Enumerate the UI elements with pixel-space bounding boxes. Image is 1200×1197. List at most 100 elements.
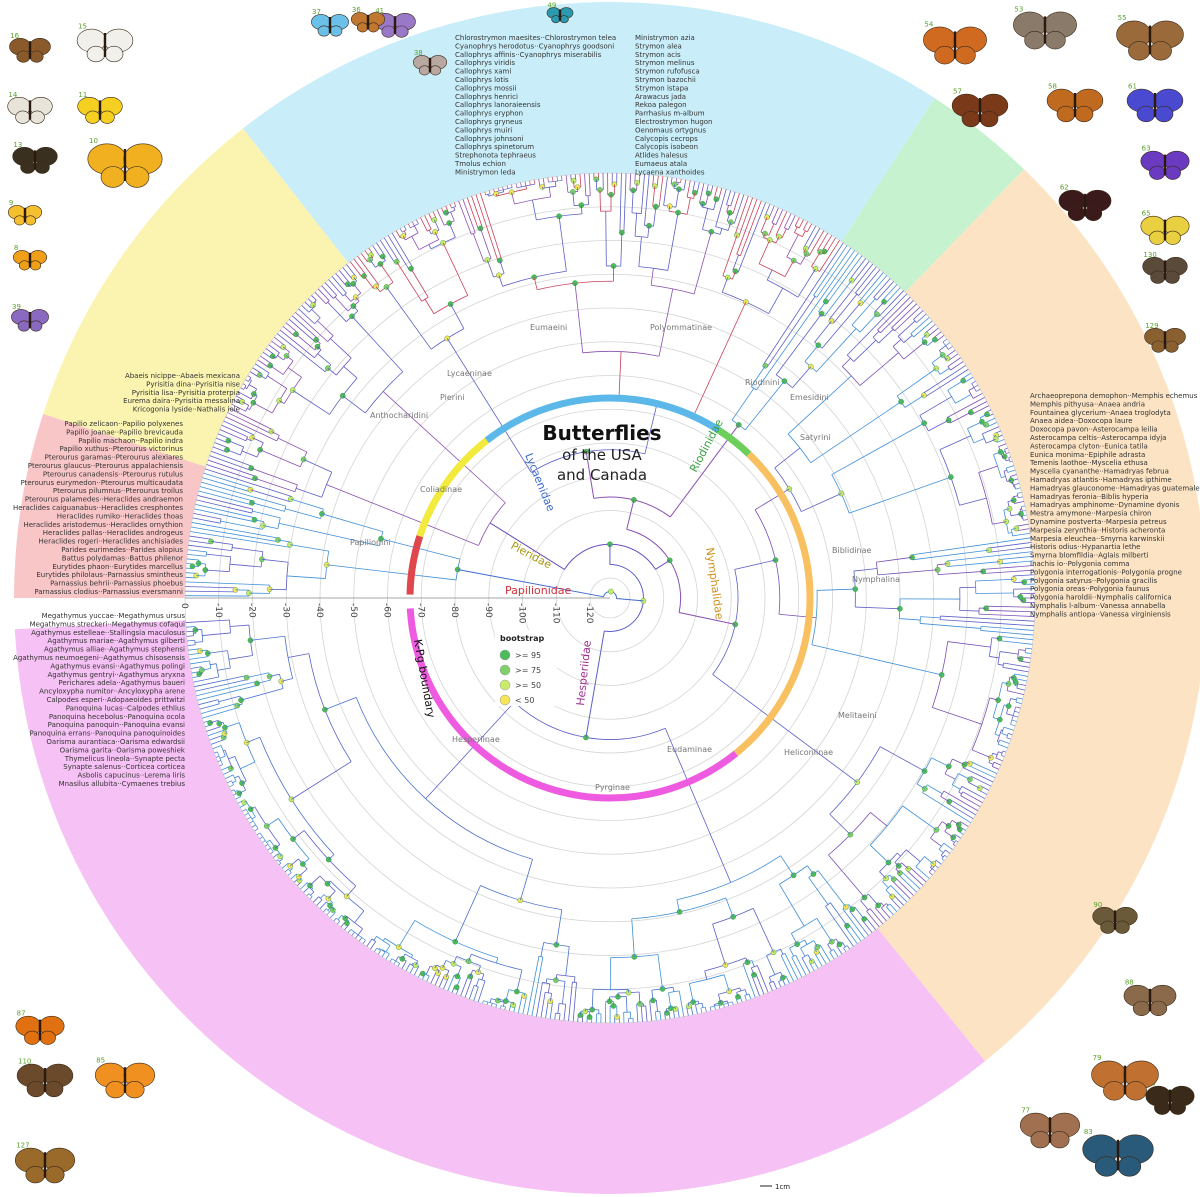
branch <box>948 346 953 350</box>
branch <box>251 467 298 486</box>
branch <box>217 699 220 705</box>
butterfly-body <box>558 9 562 21</box>
branch <box>813 245 848 296</box>
butterfly-body <box>1043 16 1047 44</box>
species-label: Calycopis cecrops <box>635 135 698 143</box>
branch <box>540 942 545 957</box>
branch <box>256 832 261 836</box>
branch <box>327 335 334 342</box>
branch <box>561 175 563 181</box>
branch <box>619 173 622 233</box>
branch <box>967 421 983 430</box>
photo-number: 83 <box>1084 1128 1093 1136</box>
branch <box>380 263 394 283</box>
branch <box>808 877 829 905</box>
branch <box>649 1000 653 1021</box>
branch <box>464 977 473 998</box>
branch <box>902 805 937 831</box>
species-label: Polygonia haroldii··Nymphalis californic… <box>1030 594 1172 602</box>
branch <box>259 836 263 840</box>
branch <box>822 251 825 254</box>
photo-number: 55 <box>1118 14 1127 22</box>
butterfly-body <box>1163 260 1167 280</box>
branch <box>876 281 894 301</box>
branch <box>599 189 601 212</box>
branch <box>952 784 961 790</box>
branch <box>468 954 472 962</box>
branch <box>992 752 998 756</box>
branch <box>292 830 305 840</box>
branch <box>983 424 987 427</box>
branch <box>504 1006 506 1010</box>
branch <box>266 839 271 843</box>
branch <box>1000 560 1034 565</box>
branch <box>718 994 722 1003</box>
branch <box>676 855 781 901</box>
branch <box>899 618 921 621</box>
branch <box>198 490 252 506</box>
branch <box>251 502 285 512</box>
species-label: Pyrisitia dina··Pyrisitia nise <box>146 380 240 388</box>
branch <box>760 217 768 233</box>
species-label: Ministrymon azia <box>635 34 695 42</box>
butterfly-body <box>1048 1117 1052 1143</box>
photo-number: 129 <box>1145 322 1158 330</box>
species-label: Perichares adela··Agathymus baueri <box>58 679 185 687</box>
bootstrap-node <box>671 181 678 188</box>
branch <box>922 365 966 394</box>
branch <box>529 180 531 186</box>
branch <box>235 796 242 800</box>
bootstrap-node <box>477 225 484 232</box>
branch <box>817 870 847 908</box>
branch <box>558 1013 561 1021</box>
butterfly-wing <box>13 215 26 226</box>
branch <box>565 175 569 193</box>
branch <box>298 868 308 877</box>
branch <box>640 174 645 214</box>
branch <box>187 639 195 642</box>
branch <box>289 858 299 867</box>
bootstrap-node <box>705 190 712 197</box>
branch <box>196 681 257 697</box>
branch <box>226 449 241 456</box>
butterfly-wing <box>124 1080 145 1099</box>
branch <box>240 761 256 770</box>
bootstrap-node <box>790 257 797 264</box>
branch <box>1005 467 1008 473</box>
branch <box>207 650 228 654</box>
butterfly-wing <box>1164 165 1181 180</box>
photo-number: 39 <box>12 303 21 311</box>
photo-number: 36 <box>352 6 361 14</box>
branch <box>491 1003 493 1007</box>
branch <box>931 354 943 364</box>
branch <box>273 853 279 858</box>
butterfly-wing <box>381 25 396 38</box>
legend-label: >= 75 <box>515 666 541 675</box>
branch <box>959 609 980 612</box>
branch <box>913 320 933 338</box>
species-label: Nymphalis antiopa··Vanessa virginiensis <box>1030 610 1171 618</box>
branch <box>719 228 723 235</box>
branch <box>657 954 663 989</box>
legend-swatch <box>499 694 511 706</box>
branch <box>291 315 318 339</box>
branch <box>874 301 885 313</box>
branch <box>442 960 447 969</box>
branch <box>994 733 1000 737</box>
branch <box>229 408 273 431</box>
bootstrap-node <box>676 186 682 192</box>
branch <box>242 383 247 386</box>
branch <box>190 531 290 548</box>
branch <box>798 219 804 229</box>
branch <box>511 184 513 188</box>
branch <box>398 920 416 948</box>
butterfly-photo: 62 <box>1058 184 1112 221</box>
bootstrap-node <box>431 965 438 972</box>
branch <box>778 981 782 988</box>
butterfly-photo: 90 <box>1092 901 1138 934</box>
branch <box>1004 704 1009 707</box>
branch <box>334 296 349 312</box>
bootstrap-node <box>239 399 246 405</box>
bootstrap-node <box>517 897 524 904</box>
species-label: Archaeoprepona demophon··Memphis echemus <box>1030 392 1198 400</box>
